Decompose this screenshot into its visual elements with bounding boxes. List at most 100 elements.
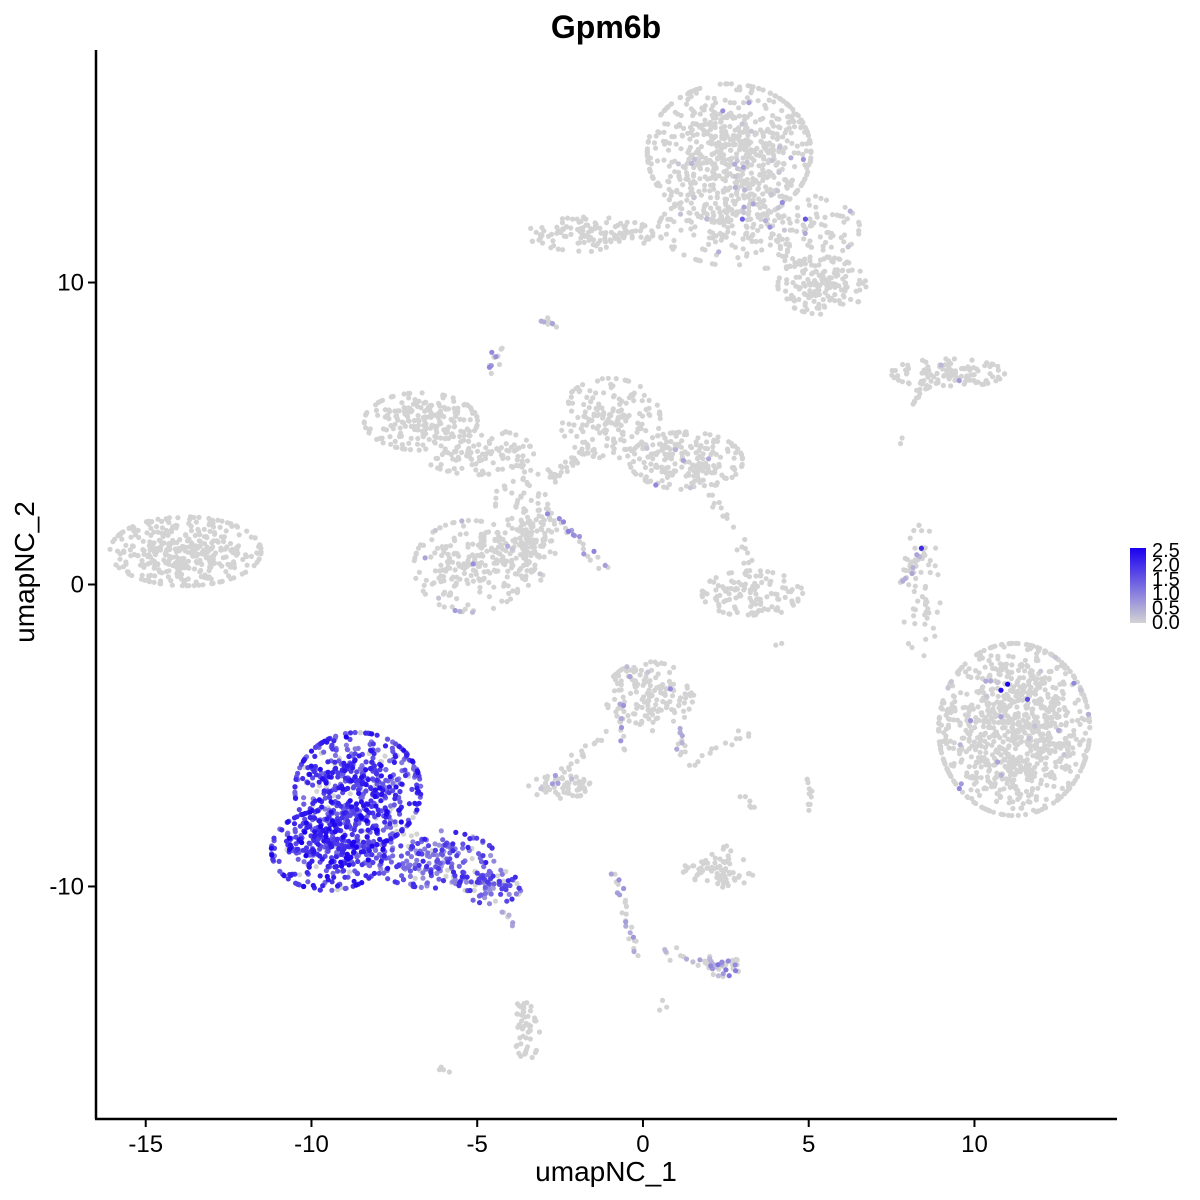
cell-point — [1046, 669, 1052, 675]
cell-point — [949, 762, 955, 769]
cell-point — [758, 572, 764, 578]
cell-point — [500, 454, 506, 460]
cell-point — [794, 212, 801, 219]
cell-point-expressing — [732, 184, 739, 191]
cell-point — [985, 703, 991, 709]
cell-point — [695, 466, 701, 472]
cell-point — [1014, 704, 1020, 710]
cell-point — [602, 430, 609, 436]
cell-point — [146, 552, 152, 558]
cell-point — [971, 372, 977, 378]
cell-point — [1025, 766, 1031, 772]
cell-point — [703, 470, 709, 476]
cell-point — [796, 258, 803, 264]
cell-point — [751, 221, 757, 227]
cell-point — [647, 155, 654, 161]
cell-point — [668, 456, 675, 462]
cell-point — [998, 752, 1004, 758]
cell-point — [423, 446, 429, 452]
cell-point — [1043, 796, 1049, 803]
cell-point — [711, 579, 717, 585]
cell-point — [472, 410, 478, 416]
cell-point — [936, 714, 943, 721]
cell-point — [716, 603, 722, 610]
cell-point-expressing — [697, 957, 703, 963]
cell-point-expressing — [733, 174, 739, 180]
cell-point — [710, 210, 716, 216]
cell-point — [145, 561, 151, 567]
cell-point — [524, 458, 531, 464]
cell-point — [802, 283, 808, 289]
cell-point — [713, 575, 719, 581]
cell-point-expressing — [623, 923, 629, 929]
cell-point — [687, 185, 694, 191]
cell-point — [976, 792, 983, 799]
cell-point — [1012, 746, 1019, 752]
cell-point — [801, 236, 807, 242]
cell-point-expressing — [945, 685, 951, 691]
cell-point — [709, 851, 715, 857]
cell-point — [660, 138, 667, 144]
cell-point — [650, 174, 656, 180]
cell-point — [734, 547, 740, 553]
cell-point — [739, 455, 746, 461]
cell-point — [772, 218, 778, 224]
cell-point — [710, 971, 716, 978]
cell-point — [636, 442, 642, 448]
cell-point — [612, 696, 618, 702]
cell-point — [814, 214, 820, 220]
cell-point — [227, 521, 233, 527]
cell-point — [626, 378, 632, 384]
cell-point — [1006, 761, 1013, 767]
cell-point — [655, 223, 661, 230]
cell-point — [613, 233, 619, 239]
cell-point — [740, 246, 746, 252]
cell-point — [452, 567, 458, 573]
cell-point — [666, 186, 672, 192]
cell-point — [673, 468, 679, 474]
cell-point — [647, 412, 653, 418]
cell-point-expressing — [983, 693, 990, 699]
cell-point — [774, 131, 780, 137]
cell-point — [763, 184, 769, 190]
cell-point — [166, 557, 172, 563]
cell-point — [803, 148, 810, 154]
cell-point — [664, 453, 670, 459]
cell-point — [428, 554, 434, 560]
cell-point — [808, 148, 814, 154]
cell-point-expressing — [513, 891, 520, 897]
cell-point — [540, 521, 546, 528]
cell-point — [472, 556, 478, 562]
cell-point — [639, 398, 645, 404]
cell-point — [945, 722, 952, 728]
cell-point — [590, 447, 596, 454]
cell-point — [991, 762, 997, 768]
cell-point — [663, 686, 669, 692]
cell-point — [1051, 783, 1057, 790]
cell-point — [514, 1042, 520, 1049]
cell-point — [417, 542, 424, 548]
cell-point — [821, 303, 827, 309]
cell-point — [1082, 730, 1089, 736]
cell-point — [673, 141, 679, 147]
cell-point — [685, 130, 691, 136]
cell-point — [723, 858, 729, 865]
cell-point — [461, 402, 467, 408]
cell-point — [996, 671, 1002, 677]
cell-point — [1004, 674, 1010, 680]
cell-point — [823, 239, 829, 246]
cell-point — [536, 1029, 543, 1035]
cell-point — [765, 150, 772, 156]
cell-point — [188, 528, 194, 534]
cell-point — [700, 461, 706, 467]
cell-point — [695, 962, 701, 969]
cell-point — [539, 527, 545, 533]
cell-point — [749, 610, 755, 616]
cell-point — [455, 405, 461, 411]
cell-point — [768, 590, 774, 597]
cell-point — [691, 232, 697, 238]
cell-point — [545, 527, 552, 533]
cell-point — [445, 565, 451, 571]
cell-point-expressing — [425, 850, 431, 856]
cell-point — [731, 579, 737, 586]
